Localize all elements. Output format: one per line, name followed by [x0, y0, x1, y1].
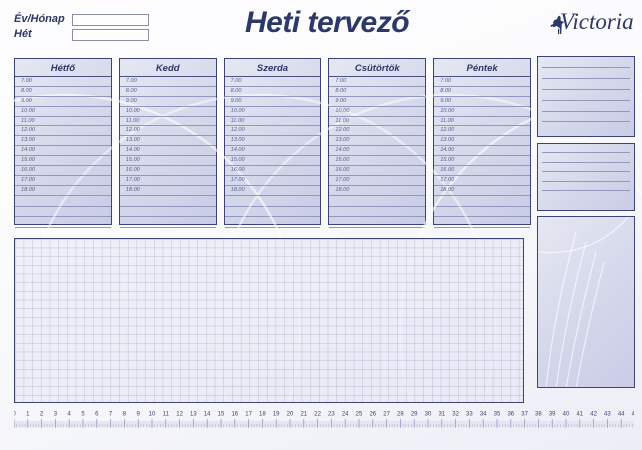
- svg-text:11: 11: [163, 412, 170, 418]
- svg-text:41: 41: [576, 412, 583, 418]
- svg-text:42: 42: [590, 412, 597, 418]
- svg-text:13: 13: [190, 412, 197, 418]
- svg-text:44: 44: [618, 412, 625, 418]
- svg-text:32: 32: [452, 412, 459, 418]
- svg-text:9: 9: [137, 412, 141, 418]
- svg-text:37: 37: [521, 412, 528, 418]
- svg-text:35: 35: [494, 412, 501, 418]
- svg-text:18: 18: [259, 412, 266, 418]
- svg-text:19: 19: [273, 412, 280, 418]
- svg-text:1: 1: [26, 412, 30, 418]
- svg-text:36: 36: [507, 412, 514, 418]
- svg-text:24: 24: [342, 412, 349, 418]
- svg-text:26: 26: [369, 412, 376, 418]
- svg-text:2: 2: [40, 412, 44, 418]
- svg-text:33: 33: [466, 412, 473, 418]
- svg-text:39: 39: [549, 412, 556, 418]
- svg-text:45: 45: [632, 412, 634, 418]
- svg-text:25: 25: [356, 412, 363, 418]
- svg-text:0: 0: [14, 412, 16, 418]
- svg-text:16: 16: [231, 412, 238, 418]
- svg-text:8: 8: [123, 412, 127, 418]
- svg-text:21: 21: [300, 412, 307, 418]
- svg-text:17: 17: [245, 412, 252, 418]
- svg-text:31: 31: [438, 412, 445, 418]
- svg-text:34: 34: [480, 412, 487, 418]
- svg-text:12: 12: [176, 412, 183, 418]
- svg-text:43: 43: [604, 412, 611, 418]
- svg-text:27: 27: [383, 412, 390, 418]
- svg-text:14: 14: [204, 412, 211, 418]
- svg-text:6: 6: [95, 412, 99, 418]
- svg-text:3: 3: [54, 412, 58, 418]
- svg-text:4: 4: [68, 412, 72, 418]
- svg-text:38: 38: [535, 412, 542, 418]
- svg-text:10: 10: [149, 412, 156, 418]
- svg-text:28: 28: [397, 412, 404, 418]
- svg-text:22: 22: [314, 412, 321, 418]
- svg-text:5: 5: [81, 412, 85, 418]
- svg-text:15: 15: [218, 412, 225, 418]
- svg-text:40: 40: [563, 412, 570, 418]
- svg-text:30: 30: [425, 412, 432, 418]
- svg-text:7: 7: [109, 412, 113, 418]
- svg-text:23: 23: [328, 412, 335, 418]
- svg-text:20: 20: [287, 412, 294, 418]
- svg-text:29: 29: [411, 412, 418, 418]
